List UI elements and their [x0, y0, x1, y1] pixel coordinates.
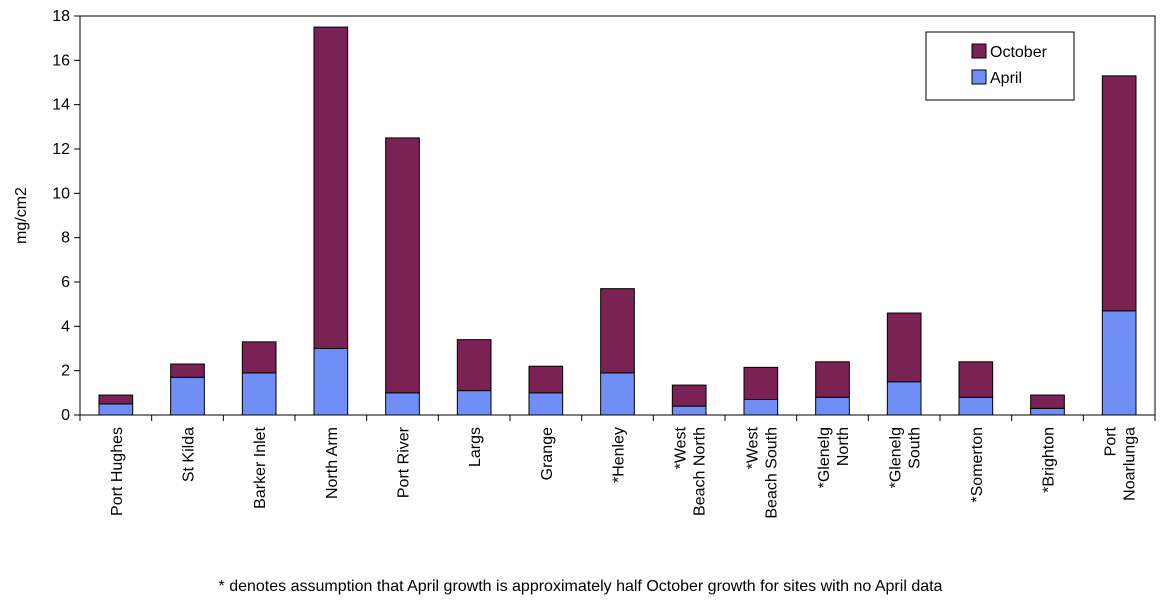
bar-october: [671, 384, 707, 407]
bar-april: [456, 390, 492, 416]
bar-october: [241, 341, 277, 374]
bar-october: [98, 394, 134, 405]
y-tick-label: 8: [61, 230, 70, 247]
bar-april: [1101, 310, 1137, 416]
x-category-label: Port River: [396, 426, 413, 498]
legend-swatch: [971, 69, 987, 85]
y-tick-label: 14: [52, 97, 70, 114]
bar-october: [1101, 75, 1137, 312]
bar-april: [600, 372, 635, 416]
x-category-label: Port Noarlunga: [1103, 426, 1139, 500]
bar-october: [385, 137, 420, 394]
bar-april: [528, 392, 564, 416]
bar-october: [456, 339, 492, 392]
bar-october: [600, 288, 635, 374]
y-tick-label: 18: [52, 8, 70, 25]
x-category-label: *Brighton: [1041, 427, 1058, 493]
bar-april: [170, 376, 205, 416]
y-tick-label: 6: [61, 274, 70, 291]
bar-april: [815, 396, 850, 416]
bar-april: [958, 396, 994, 416]
bar-october: [958, 361, 994, 398]
legend-box: [925, 31, 1075, 101]
x-category-label: *Somerton: [969, 427, 986, 503]
x-category-label: St Kilda: [181, 427, 198, 482]
legend-swatch: [971, 43, 987, 59]
bar-april: [385, 392, 420, 416]
x-category-label: Largs: [467, 427, 484, 467]
bar-april: [671, 405, 707, 416]
bar-october: [815, 361, 850, 398]
y-tick-label: 4: [61, 318, 70, 335]
bar-april: [1030, 407, 1065, 416]
bar-october: [313, 26, 349, 349]
x-category-label: Barker Inlet: [252, 426, 269, 508]
bar-october: [528, 365, 564, 394]
bar-april: [313, 348, 349, 416]
x-category-label: *Glenelg South: [888, 427, 924, 488]
bar-october: [886, 312, 922, 383]
x-category-label: Grange: [539, 427, 556, 480]
bar-april: [241, 372, 277, 416]
y-axis-title: mg/cm2: [13, 187, 30, 244]
legend-label: April: [990, 70, 1022, 87]
x-category-label: *Henley: [611, 427, 628, 483]
x-category-label: North Arm: [324, 427, 341, 499]
y-tick-label: 0: [61, 407, 70, 424]
bar-april: [98, 403, 134, 416]
bar-october: [170, 363, 205, 378]
y-tick-label: 10: [52, 185, 70, 202]
x-category-label: *Glenelg North: [816, 427, 852, 488]
bar-october: [743, 366, 779, 400]
bar-april: [886, 381, 922, 416]
y-tick-label: 16: [52, 52, 70, 69]
y-tick-label: 2: [61, 363, 70, 380]
footnote: * denotes assumption that April growth i…: [218, 578, 943, 595]
x-category-label: *West Beach North: [673, 426, 709, 515]
x-category-label: *West Beach South: [744, 426, 780, 518]
bar-april: [743, 398, 779, 416]
legend-label: October: [990, 44, 1048, 61]
y-tick-label: 12: [52, 141, 70, 158]
bar-october: [1030, 394, 1065, 409]
x-category-label: Port Hughes: [109, 427, 126, 516]
